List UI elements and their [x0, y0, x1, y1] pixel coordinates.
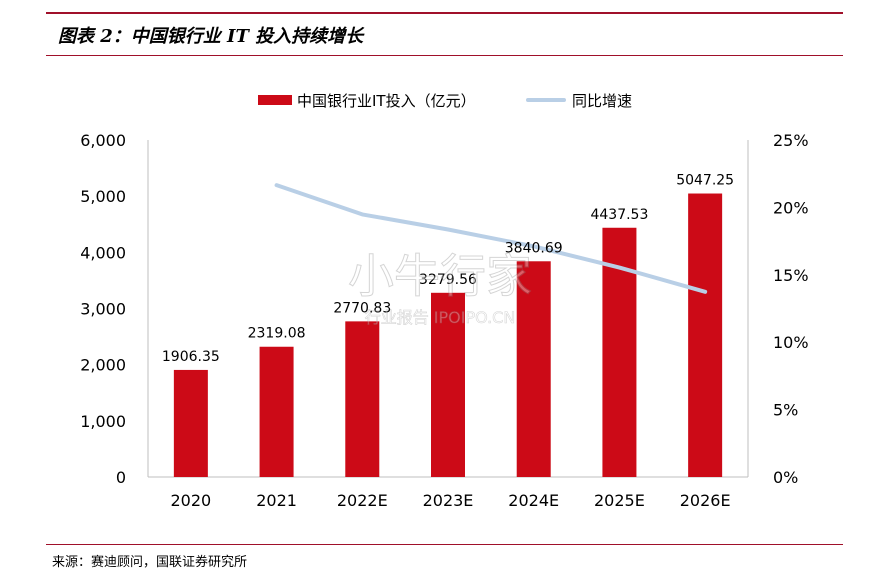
- legend-bar-label: 中国银行业IT投入（亿元）: [297, 92, 476, 110]
- y-right-tick-label: 10%: [773, 333, 809, 352]
- x-tick-label: 2020: [170, 491, 211, 510]
- legend-bar-swatch: [258, 95, 292, 105]
- watermark-main: 小牛行家: [348, 249, 532, 303]
- x-tick-label: 2022E: [337, 491, 388, 510]
- bar: [431, 292, 465, 477]
- y-left-tick-label: 0: [116, 468, 126, 487]
- y-left-tick-label: 5,000: [80, 187, 126, 206]
- bar-data-label: 3279.56: [419, 272, 477, 288]
- x-tick-label: 2026E: [680, 491, 731, 510]
- figure-title: 图表 2：中国银行业 IT 投入持续增长: [58, 26, 364, 47]
- y-right-tick-label: 5%: [773, 401, 798, 420]
- x-tick-label: 2023E: [423, 491, 474, 510]
- y-right-tick-label: 20%: [773, 198, 809, 217]
- bar: [516, 261, 551, 477]
- legend-line-label: 同比增速: [572, 92, 632, 110]
- bar-data-label: 1906.35: [162, 349, 220, 365]
- top-rule: [46, 12, 843, 14]
- bar-data-label: 2770.83: [333, 300, 391, 316]
- x-tick-label: 2025E: [594, 491, 645, 510]
- legend: 中国银行业IT投入（亿元） 同比增速: [258, 92, 632, 110]
- x-tick-label: 2021: [256, 491, 297, 510]
- title-rule: [46, 55, 843, 56]
- y-right-tick-label: 0%: [773, 468, 798, 487]
- x-tick-label: 2024E: [508, 491, 559, 510]
- bar: [345, 321, 380, 477]
- bar: [259, 346, 294, 477]
- growth-series-line: [274, 183, 708, 294]
- bar: [688, 193, 723, 477]
- y-left-tick-label: 6,000: [80, 131, 126, 150]
- y-left-tick-label: 1,000: [80, 412, 126, 431]
- bar: [173, 369, 208, 477]
- y-left-tick-label: 4,000: [80, 243, 126, 262]
- data-labels: 1906.35 2319.08 2770.83 3279.56 3840.69 4437.…: [162, 173, 734, 365]
- bars: [173, 193, 723, 477]
- growth-line: [274, 183, 708, 294]
- bar-data-label: 3840.69: [505, 240, 563, 256]
- bar-data-label: 2319.08: [248, 326, 306, 342]
- y-left-tick-label: 3,000: [80, 300, 126, 319]
- bottom-rule: [46, 544, 843, 545]
- watermark-sub: 行业报告 IPOIPO.CN: [365, 308, 516, 327]
- source-note: 来源：赛迪顾问，国联证券研究所: [52, 555, 248, 570]
- y-right-tick-label: 15%: [773, 266, 809, 285]
- y-left-tick-label: 2,000: [80, 356, 126, 375]
- y-right-tick-label: 25%: [773, 131, 809, 150]
- axes: 0 1,000 2,000 3,000 4,000 5,000 6,000 0% 5% 10% 15…: [80, 131, 808, 510]
- bar-data-label: 5047.25: [676, 173, 734, 189]
- bar-data-label: 4437.53: [590, 207, 648, 223]
